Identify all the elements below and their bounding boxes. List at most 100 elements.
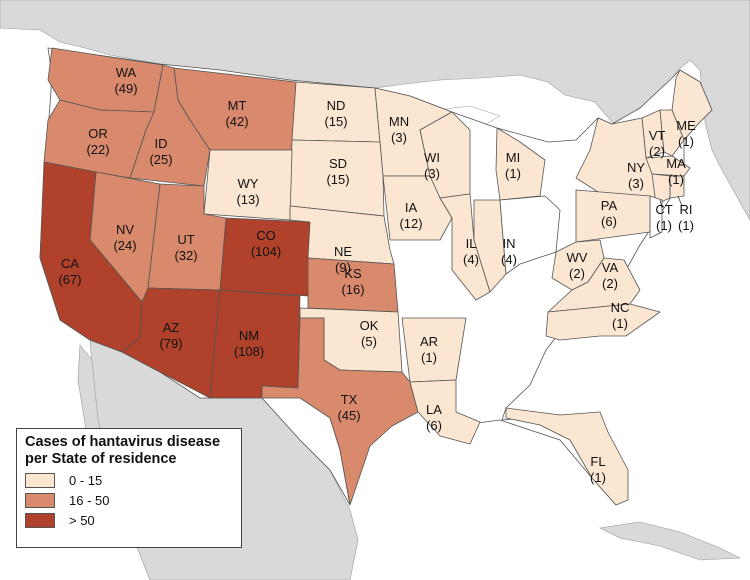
state-abbr-ct: CT bbox=[655, 202, 672, 217]
state-abbr-wy: WY bbox=[238, 176, 259, 191]
legend-swatch bbox=[25, 513, 55, 528]
state-abbr-fl: FL bbox=[590, 454, 605, 469]
state-abbr-ma: MA bbox=[666, 156, 686, 171]
state-cases-vt: (2) bbox=[649, 144, 665, 159]
state-abbr-ne: NE bbox=[334, 244, 352, 259]
state-texas[interactable] bbox=[261, 317, 419, 506]
state-illinois[interactable] bbox=[439, 193, 491, 301]
state-cases-ne: (9) bbox=[335, 260, 351, 275]
state-abbr-wa: WA bbox=[116, 65, 137, 80]
state-north-carolina[interactable] bbox=[545, 303, 661, 341]
state-abbr-ny: NY bbox=[627, 160, 645, 175]
state-cases-mt: (42) bbox=[225, 114, 248, 129]
state-maine[interactable] bbox=[671, 69, 713, 141]
state-cases-ut: (32) bbox=[174, 248, 197, 263]
state-cases-wi: (3) bbox=[424, 166, 440, 181]
state-cases-mn: (3) bbox=[391, 130, 407, 145]
map-legend: Cases of hantavirus disease per State of… bbox=[16, 428, 242, 548]
state-cases-va: (2) bbox=[602, 276, 618, 291]
state-abbr-sd: SD bbox=[329, 156, 347, 171]
state-pennsylvania[interactable] bbox=[575, 189, 651, 243]
state-cases-sd: (15) bbox=[326, 172, 349, 187]
legend-entry: > 50 bbox=[25, 513, 233, 528]
state-cases-ct: (1) bbox=[656, 218, 672, 233]
state-cases-ny: (3) bbox=[628, 176, 644, 191]
cuba-land bbox=[599, 521, 742, 561]
state-cases-az: (79) bbox=[159, 336, 182, 351]
state-massachusetts[interactable] bbox=[645, 155, 691, 177]
state-cases-fl: (1) bbox=[590, 470, 606, 485]
state-cases-ca: (67) bbox=[58, 272, 81, 287]
state-abbr-il: IL bbox=[466, 236, 477, 251]
state-abbr-me: ME bbox=[676, 118, 696, 133]
leader-line-ri bbox=[677, 195, 683, 207]
state-michigan[interactable] bbox=[495, 127, 546, 201]
state-abbr-nm: NM bbox=[239, 328, 259, 343]
legend-swatch bbox=[25, 473, 55, 488]
state-cases-wy: (13) bbox=[236, 192, 259, 207]
legend-label: 0 - 15 bbox=[69, 473, 103, 488]
state-cases-pa: (6) bbox=[601, 214, 617, 229]
legend-label: 16 - 50 bbox=[69, 493, 110, 508]
state-cases-id: (25) bbox=[149, 152, 172, 167]
legend-swatch bbox=[25, 493, 55, 508]
state-abbr-nc: NC bbox=[611, 300, 630, 315]
legend-entry: 0 - 15 bbox=[25, 473, 233, 488]
state-louisiana[interactable] bbox=[409, 379, 481, 445]
state-abbr-ca: CA bbox=[61, 256, 79, 271]
legend-entry: 16 - 50 bbox=[25, 493, 233, 508]
state-abbr-tx: TX bbox=[341, 392, 358, 407]
state-cases-co: (104) bbox=[251, 244, 281, 259]
legend-label: > 50 bbox=[69, 513, 95, 528]
state-cases-nv: (24) bbox=[113, 238, 136, 253]
leader-line-ct bbox=[659, 199, 663, 209]
state-cases-il: (4) bbox=[463, 252, 479, 267]
canada-land bbox=[0, 0, 750, 221]
state-abbr-mi: MI bbox=[506, 150, 520, 165]
state-cases-or: (22) bbox=[86, 142, 109, 157]
state-labels: WA(49)OR(22) ID(25)MT(42)ND(15) MN(3)WI(3)… bbox=[58, 65, 696, 485]
state-abbr-va: VA bbox=[602, 260, 619, 275]
legend-entries: 0 - 15 16 - 50 > 50 bbox=[25, 473, 233, 528]
state-abbr-ia: IA bbox=[405, 200, 418, 215]
state-cases-in: (4) bbox=[501, 252, 517, 267]
state-cases-ri: (1) bbox=[678, 218, 694, 233]
state-cases-nm: (108) bbox=[234, 344, 264, 359]
state-cases-mi: (1) bbox=[505, 166, 521, 181]
state-abbr-in: IN bbox=[503, 236, 516, 251]
state-cases-ar: (1) bbox=[421, 350, 437, 365]
state-cases-tx: (45) bbox=[337, 408, 360, 423]
state-abbr-az: AZ bbox=[163, 320, 180, 335]
state-florida[interactable] bbox=[505, 407, 629, 506]
state-abbr-vt: VT bbox=[649, 128, 666, 143]
legend-title-line1: Cases of hantavirus disease bbox=[25, 434, 221, 450]
state-cases-nd: (15) bbox=[324, 114, 347, 129]
state-abbr-nv: NV bbox=[116, 222, 134, 237]
state-cases-me: (1) bbox=[678, 134, 694, 149]
state-abbr-or: OR bbox=[88, 126, 108, 141]
state-new-hampshire[interactable] bbox=[659, 109, 685, 157]
state-cases-nc: (1) bbox=[612, 316, 628, 331]
state-abbr-wi: WI bbox=[424, 150, 440, 165]
state-abbr-wv: WV bbox=[567, 250, 588, 265]
state-abbr-ri: RI bbox=[680, 202, 693, 217]
state-abbr-mt: MT bbox=[228, 98, 247, 113]
state-abbr-ar: AR bbox=[420, 334, 438, 349]
state-abbr-la: LA bbox=[426, 402, 442, 417]
state-abbr-pa: PA bbox=[601, 198, 618, 213]
state-cases-ia: (12) bbox=[399, 216, 422, 231]
legend-title-line2: per State of residence bbox=[25, 451, 177, 467]
state-cases-ks: (16) bbox=[341, 282, 364, 297]
state-abbr-nd: ND bbox=[327, 98, 346, 113]
state-abbr-ok: OK bbox=[360, 318, 379, 333]
state-abbr-ut: UT bbox=[177, 232, 194, 247]
state-abbr-id: ID bbox=[155, 136, 168, 151]
state-rhode-island[interactable] bbox=[669, 175, 685, 199]
state-abbr-mn: MN bbox=[389, 114, 409, 129]
state-indiana[interactable] bbox=[473, 199, 507, 293]
state-cases-la: (6) bbox=[426, 418, 442, 433]
state-abbr-ks: KS bbox=[344, 266, 362, 281]
state-cases-wv: (2) bbox=[569, 266, 585, 281]
